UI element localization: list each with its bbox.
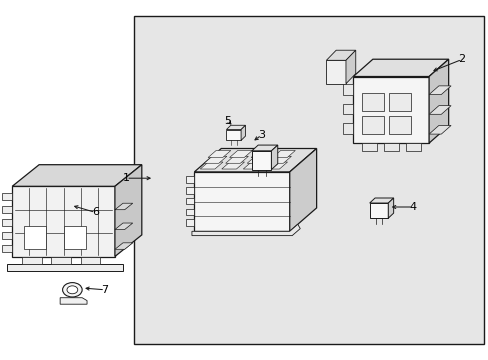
Polygon shape <box>342 123 352 134</box>
Polygon shape <box>185 187 194 194</box>
Polygon shape <box>2 245 12 252</box>
Polygon shape <box>272 150 295 158</box>
Polygon shape <box>226 125 245 130</box>
Polygon shape <box>221 162 244 169</box>
Text: 4: 4 <box>409 202 416 212</box>
Text: 3: 3 <box>258 130 264 140</box>
Polygon shape <box>361 116 384 134</box>
Polygon shape <box>191 224 300 236</box>
Polygon shape <box>428 126 450 134</box>
Polygon shape <box>81 256 100 264</box>
Polygon shape <box>7 264 123 271</box>
Polygon shape <box>405 143 420 151</box>
Text: 6: 6 <box>92 207 99 217</box>
Polygon shape <box>428 86 450 94</box>
Circle shape <box>62 283 82 297</box>
Polygon shape <box>185 209 194 215</box>
Polygon shape <box>264 162 287 169</box>
Polygon shape <box>251 150 273 158</box>
Polygon shape <box>208 150 230 158</box>
Polygon shape <box>2 219 12 226</box>
Polygon shape <box>225 156 248 163</box>
Polygon shape <box>229 150 252 158</box>
Polygon shape <box>115 165 142 256</box>
Polygon shape <box>24 226 46 249</box>
Circle shape <box>67 286 78 294</box>
Polygon shape <box>115 243 133 249</box>
Polygon shape <box>63 226 85 249</box>
Polygon shape <box>12 186 115 256</box>
Text: 2: 2 <box>458 54 465 64</box>
Polygon shape <box>200 162 223 169</box>
Polygon shape <box>387 198 393 218</box>
Polygon shape <box>384 143 398 151</box>
Polygon shape <box>251 151 271 170</box>
Polygon shape <box>271 145 277 170</box>
Polygon shape <box>428 106 450 114</box>
Polygon shape <box>352 77 428 143</box>
Polygon shape <box>226 130 241 140</box>
Polygon shape <box>185 198 194 204</box>
Polygon shape <box>2 232 12 239</box>
Polygon shape <box>369 203 387 218</box>
Polygon shape <box>194 149 316 172</box>
Polygon shape <box>241 125 245 140</box>
Text: 1: 1 <box>122 173 129 183</box>
Polygon shape <box>388 116 410 134</box>
Polygon shape <box>352 59 448 77</box>
Polygon shape <box>326 60 346 84</box>
Polygon shape <box>115 223 133 230</box>
Polygon shape <box>204 156 226 163</box>
Polygon shape <box>246 156 269 163</box>
Polygon shape <box>194 172 289 231</box>
Text: 5: 5 <box>224 116 230 126</box>
Polygon shape <box>12 165 142 186</box>
Polygon shape <box>2 206 12 213</box>
Bar <box>134 16 483 344</box>
Polygon shape <box>251 145 277 151</box>
Polygon shape <box>185 219 194 226</box>
Polygon shape <box>289 149 316 231</box>
Polygon shape <box>185 176 194 183</box>
Polygon shape <box>369 198 393 203</box>
Polygon shape <box>346 50 355 84</box>
Polygon shape <box>342 84 352 94</box>
Polygon shape <box>22 256 41 264</box>
Polygon shape <box>268 156 291 163</box>
Polygon shape <box>51 256 71 264</box>
Polygon shape <box>2 193 12 200</box>
Polygon shape <box>361 93 384 111</box>
Polygon shape <box>361 143 376 151</box>
Polygon shape <box>60 298 87 304</box>
Polygon shape <box>388 93 410 111</box>
Polygon shape <box>243 162 265 169</box>
Polygon shape <box>342 104 352 114</box>
Text: 7: 7 <box>102 285 108 295</box>
Polygon shape <box>115 203 133 210</box>
Polygon shape <box>326 50 355 60</box>
Polygon shape <box>428 59 448 143</box>
